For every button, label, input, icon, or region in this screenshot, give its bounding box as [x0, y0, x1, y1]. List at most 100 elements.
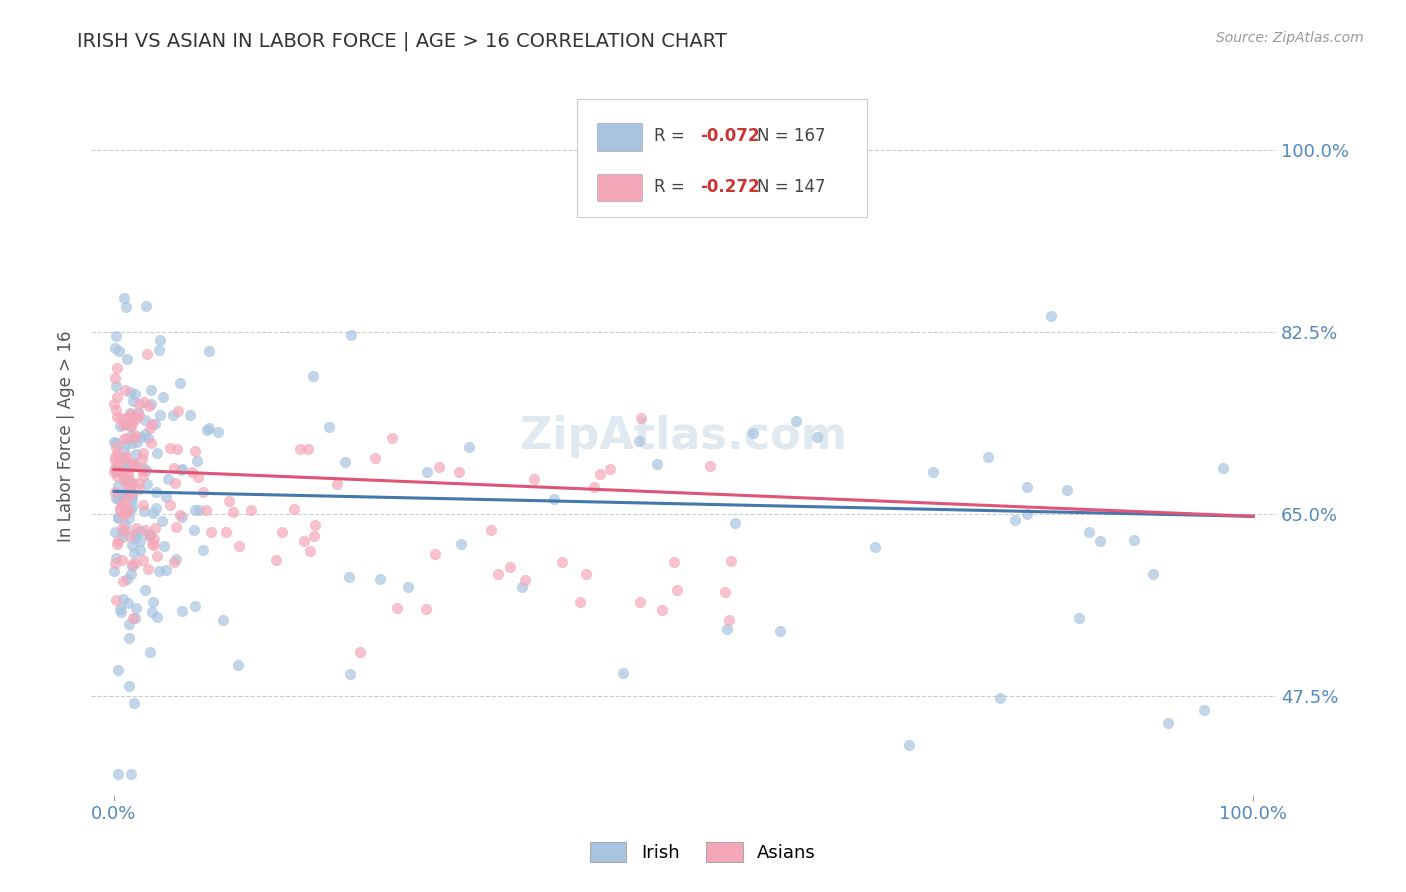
Point	[114, 444, 136, 458]
Point	[865, 540, 887, 554]
Point	[132, 446, 155, 460]
Point	[589, 467, 612, 481]
Point	[115, 572, 138, 586]
Point	[169, 508, 191, 523]
Point	[645, 457, 668, 471]
Text: ZipAtlas.com: ZipAtlas.com	[520, 415, 846, 458]
Point	[271, 524, 294, 539]
Point	[114, 485, 136, 500]
Point	[339, 328, 361, 343]
Text: Source: ZipAtlas.com: Source: ZipAtlas.com	[1216, 31, 1364, 45]
Point	[124, 527, 146, 541]
Point	[124, 427, 146, 442]
Point	[630, 411, 652, 425]
Point	[114, 417, 136, 432]
Point	[111, 508, 134, 523]
Point	[112, 291, 135, 305]
Point	[568, 595, 591, 609]
Point	[117, 502, 139, 516]
Point	[121, 436, 143, 450]
Point	[479, 523, 502, 537]
Point	[197, 344, 219, 359]
FancyBboxPatch shape	[598, 123, 643, 151]
Point	[121, 489, 143, 503]
Point	[121, 559, 143, 574]
Point	[118, 483, 141, 498]
Point	[121, 558, 143, 572]
Point	[115, 449, 138, 463]
Point	[134, 504, 156, 518]
Point	[1067, 611, 1090, 625]
Point	[121, 538, 143, 552]
Point	[115, 300, 138, 314]
Point	[110, 410, 132, 425]
Point	[200, 524, 222, 539]
Point	[1142, 566, 1164, 581]
Point	[105, 464, 128, 478]
Point	[107, 509, 129, 524]
Point	[115, 430, 138, 444]
Point	[110, 465, 132, 479]
Point	[122, 431, 145, 445]
Point	[107, 534, 129, 549]
Point	[111, 520, 134, 534]
Point	[742, 426, 765, 441]
Point	[718, 613, 741, 627]
Point	[124, 458, 146, 473]
Point	[121, 457, 143, 471]
Point	[146, 610, 169, 624]
Point	[114, 383, 136, 397]
Point	[1004, 513, 1026, 527]
Point	[114, 452, 136, 467]
Point	[148, 343, 170, 357]
Point	[143, 521, 166, 535]
Point	[665, 582, 688, 597]
Point	[104, 550, 127, 565]
Point	[124, 556, 146, 570]
Point	[429, 459, 451, 474]
Point	[187, 470, 209, 484]
Point	[166, 403, 188, 417]
Point	[155, 490, 177, 504]
Point	[215, 525, 238, 540]
Point	[627, 434, 650, 449]
Point	[522, 473, 544, 487]
Point	[138, 528, 160, 542]
Point	[111, 496, 134, 510]
Point	[510, 580, 533, 594]
Point	[922, 465, 945, 479]
Point	[115, 458, 138, 472]
Point	[131, 461, 153, 475]
Point	[103, 434, 125, 449]
Point	[121, 611, 143, 625]
Point	[112, 432, 135, 446]
Point	[166, 442, 188, 456]
Point	[582, 480, 605, 494]
Point	[120, 567, 142, 582]
Point	[114, 472, 136, 486]
Point	[104, 484, 127, 499]
Point	[1211, 460, 1233, 475]
Point	[785, 414, 807, 428]
Point	[118, 406, 141, 420]
Point	[1077, 524, 1099, 539]
Point	[134, 583, 156, 598]
Point	[297, 442, 319, 456]
Point	[107, 453, 129, 467]
Point	[104, 593, 127, 607]
Point	[128, 397, 150, 411]
Point	[179, 408, 201, 422]
Point	[170, 463, 193, 477]
Point	[165, 552, 187, 566]
Point	[364, 451, 387, 466]
Point	[1056, 483, 1078, 497]
Point	[114, 472, 136, 486]
Point	[110, 419, 132, 434]
Point	[103, 397, 125, 411]
Point	[132, 469, 155, 483]
Point	[651, 602, 673, 616]
Point	[150, 514, 173, 528]
Point	[129, 429, 152, 443]
Point	[110, 500, 132, 515]
Point	[136, 431, 159, 445]
